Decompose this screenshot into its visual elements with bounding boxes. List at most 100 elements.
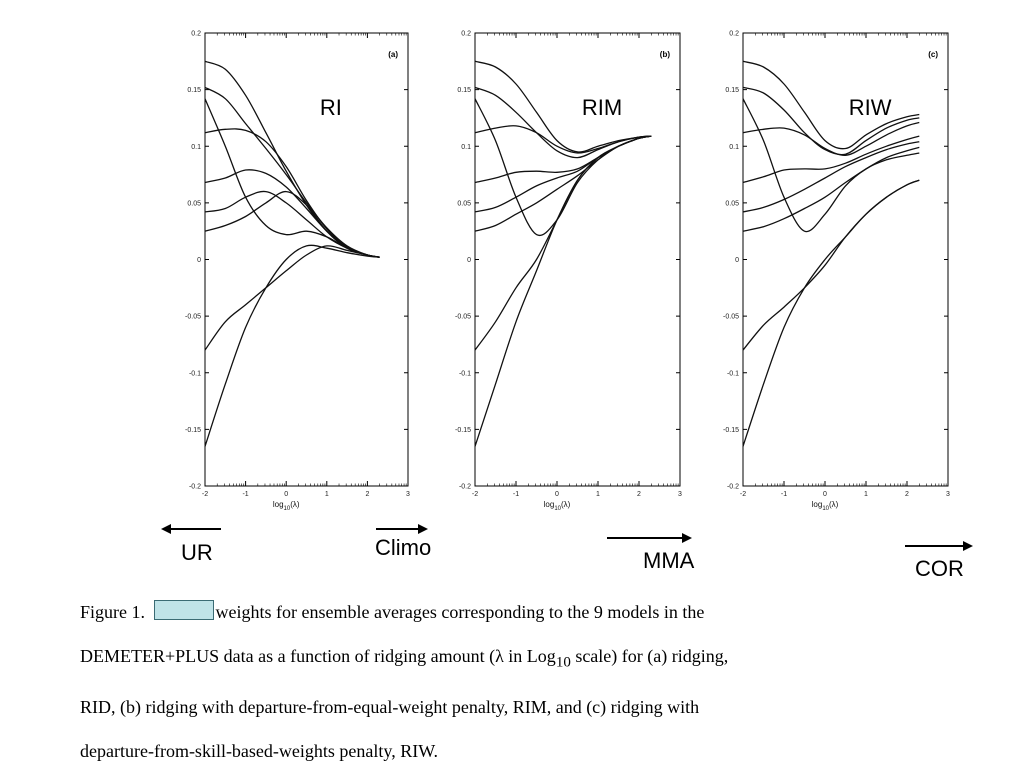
method-label: RI [320,95,342,120]
series-line-4 [742,135,920,184]
series-line-1 [742,60,920,150]
x-tick-label: 0 [823,491,827,498]
series-line-6 [204,190,380,258]
x-tick-label: 1 [596,491,600,498]
x-tick-label: -2 [740,491,746,498]
series-line-9 [474,135,652,447]
series-line-5 [204,190,380,258]
series-line-2 [474,86,652,159]
y-tick-label: 0.2 [191,31,201,38]
y-tick-label: 0.2 [729,31,739,38]
series-line-6 [742,146,920,232]
series-line-3 [474,125,652,154]
y-tick-label: -0.05 [723,314,739,321]
y-tick-label: 0 [467,257,471,264]
caption-line-2-b: scale) for (a) ridging, [570,646,729,666]
series-line-5 [742,141,920,213]
series-line-7 [204,98,380,258]
caption-line-1: Figure 1. weights for ensemble averages … [80,590,980,634]
y-tick-label: -0.05 [455,314,471,321]
method-label: RIW [849,95,892,120]
y-tick-label: -0.05 [185,314,201,321]
ur-arrow [161,524,221,534]
x-tick-label: 0 [555,491,559,498]
series-line-9 [204,244,380,447]
climo-label: Climo [375,535,432,560]
y-tick-label: 0.1 [729,144,739,151]
x-tick-label: 2 [905,491,909,498]
method-label: RIM [582,95,622,120]
y-tick-label: -0.1 [189,370,201,377]
panel-tag: (c) [928,50,938,59]
x-tick-label: 2 [637,491,641,498]
caption-line-2-sub: 10 [555,654,571,671]
series-line-7 [742,98,920,233]
mma-label: MMA [643,548,695,573]
series-line-1 [204,60,380,258]
caption-line-3: RID, (b) ridging with departure-from-equ… [80,696,700,717]
series-line-2 [204,86,380,258]
ur-label: UR [181,540,213,565]
caption-line-4: departure-from-skill-based-weights penal… [80,740,439,761]
figure-caption: Figure 1. weights for ensemble averages … [80,590,980,773]
plot-frame [474,32,681,487]
plot-frame [204,32,409,487]
mma-arrow [607,533,692,543]
y-tick-label: 0.15 [725,87,739,94]
y-tick-label: 0.05 [457,200,471,207]
y-tick-label: 0.1 [461,144,471,151]
panel-tag: (b) [660,50,671,59]
x-tick-label: 0 [284,491,288,498]
x-tick-label: -2 [202,491,208,498]
series-line-5 [474,135,652,213]
panel-tag: (a) [388,50,398,59]
y-tick-label: -0.15 [723,427,739,434]
cor-label: COR [915,556,964,581]
x-tick-label: 3 [406,491,410,498]
figure-panels: -0.2 -0.15 -0.1 -0.05 0 0.05 0.1 0.15 0.2 -2 -1 0 1 2… [185,31,950,513]
y-tick-label: -0.1 [727,370,739,377]
y-tick-label: -0.2 [459,484,471,491]
series-line-3 [742,121,920,156]
series-line-1 [474,60,652,153]
x-axis-label: log10(λ) [812,500,839,512]
x-tick-label: 1 [325,491,329,498]
climo-arrow [376,524,428,534]
series-line-7 [474,98,652,237]
cor-arrow [905,541,973,551]
x-tick-label: 3 [946,491,950,498]
y-tick-label: -0.2 [727,484,739,491]
series-line-9 [742,179,920,447]
caption-line-2-a: DEMETER+PLUS data as a function of ridgi… [80,646,556,666]
x-tick-label: 2 [365,491,369,498]
caption-line-1-text: weights for ensemble averages correspond… [215,602,705,622]
x-tick-label: -1 [781,491,787,498]
x-tick-label: -2 [472,491,478,498]
y-tick-label: -0.15 [455,427,471,434]
highlight-box [153,600,214,620]
panel-c: -0.2 -0.15 -0.1 -0.05 0 0.05 0.1 0.15 0.2 -2 -1 0 1 2… [723,31,950,513]
y-tick-label: 0.15 [457,87,471,94]
series-line-6 [474,135,652,232]
panel-b: -0.2 -0.15 -0.1 -0.05 0 0.05 0.1 0.15 0.2 -2 -1 0 1 2… [455,31,682,513]
y-tick-label: 0.05 [187,200,201,207]
x-tick-label: 3 [678,491,682,498]
x-axis-label: log10(λ) [544,500,571,512]
panel-a: -0.2 -0.15 -0.1 -0.05 0 0.05 0.1 0.15 0.2 -2 -1 0 1 2… [185,31,410,513]
caption-line-2: DEMETER+PLUS data as a function of ridgi… [80,634,980,685]
y-tick-label: 0.2 [461,31,471,38]
y-tick-label: 0 [197,257,201,264]
y-tick-label: -0.1 [459,370,471,377]
caption-prefix: Figure 1. [80,602,145,622]
y-tick-label: -0.2 [189,484,201,491]
x-tick-label: -1 [513,491,519,498]
series-line-8 [204,245,380,351]
y-tick-label: 0 [735,257,739,264]
y-tick-label: 0.05 [725,200,739,207]
y-tick-label: 0.1 [191,144,201,151]
x-tick-label: 1 [864,491,868,498]
y-tick-label: -0.15 [185,427,201,434]
series-line-8 [474,135,652,351]
y-tick-label: 0.15 [187,87,201,94]
x-axis-label: log10(λ) [273,500,300,512]
